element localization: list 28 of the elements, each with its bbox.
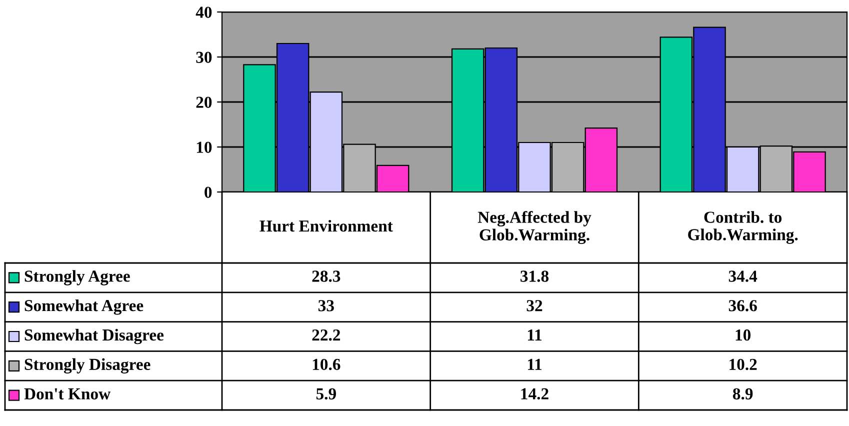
data-label: 36.6 xyxy=(728,300,757,312)
legend-label: Strongly Disagree xyxy=(24,358,150,374)
data-label: 8.9 xyxy=(732,388,753,400)
y-tick-label: 20 xyxy=(196,96,212,108)
y-tick-label: 30 xyxy=(196,52,212,63)
legend-label: Strongly Agree xyxy=(24,270,130,286)
legend-label: Somewhat Agree xyxy=(24,299,144,315)
data-label: 28.3 xyxy=(312,270,340,282)
data-label: 34.4 xyxy=(728,270,758,282)
x-tick-label: Hurt Environment xyxy=(260,220,393,232)
data-label: 31.8 xyxy=(520,270,549,282)
data-label: 11 xyxy=(528,358,542,370)
y-tick-label: 40 xyxy=(196,6,212,18)
y-tick-label: 10 xyxy=(196,142,212,153)
data-label: 10 xyxy=(736,329,751,341)
data-label: 5.9 xyxy=(316,388,336,400)
legend-label: Somewhat Disagree xyxy=(24,328,164,344)
data-label: 32 xyxy=(526,300,542,312)
data-label: 10.2 xyxy=(730,358,757,370)
legend-label: Don't Know xyxy=(24,388,110,400)
x-tick-label: Contrib. to Glob.Warming. xyxy=(688,211,798,244)
data-label: 14.2 xyxy=(521,388,548,400)
data-label: 22.2 xyxy=(312,329,340,341)
y-tick-label: 0 xyxy=(204,186,212,198)
data-label: 33 xyxy=(318,300,334,312)
x-tick-label: Neg.Affected by Glob.Warming. xyxy=(478,211,592,244)
data-label: 11 xyxy=(528,330,542,341)
data-label: 10.6 xyxy=(312,358,340,370)
